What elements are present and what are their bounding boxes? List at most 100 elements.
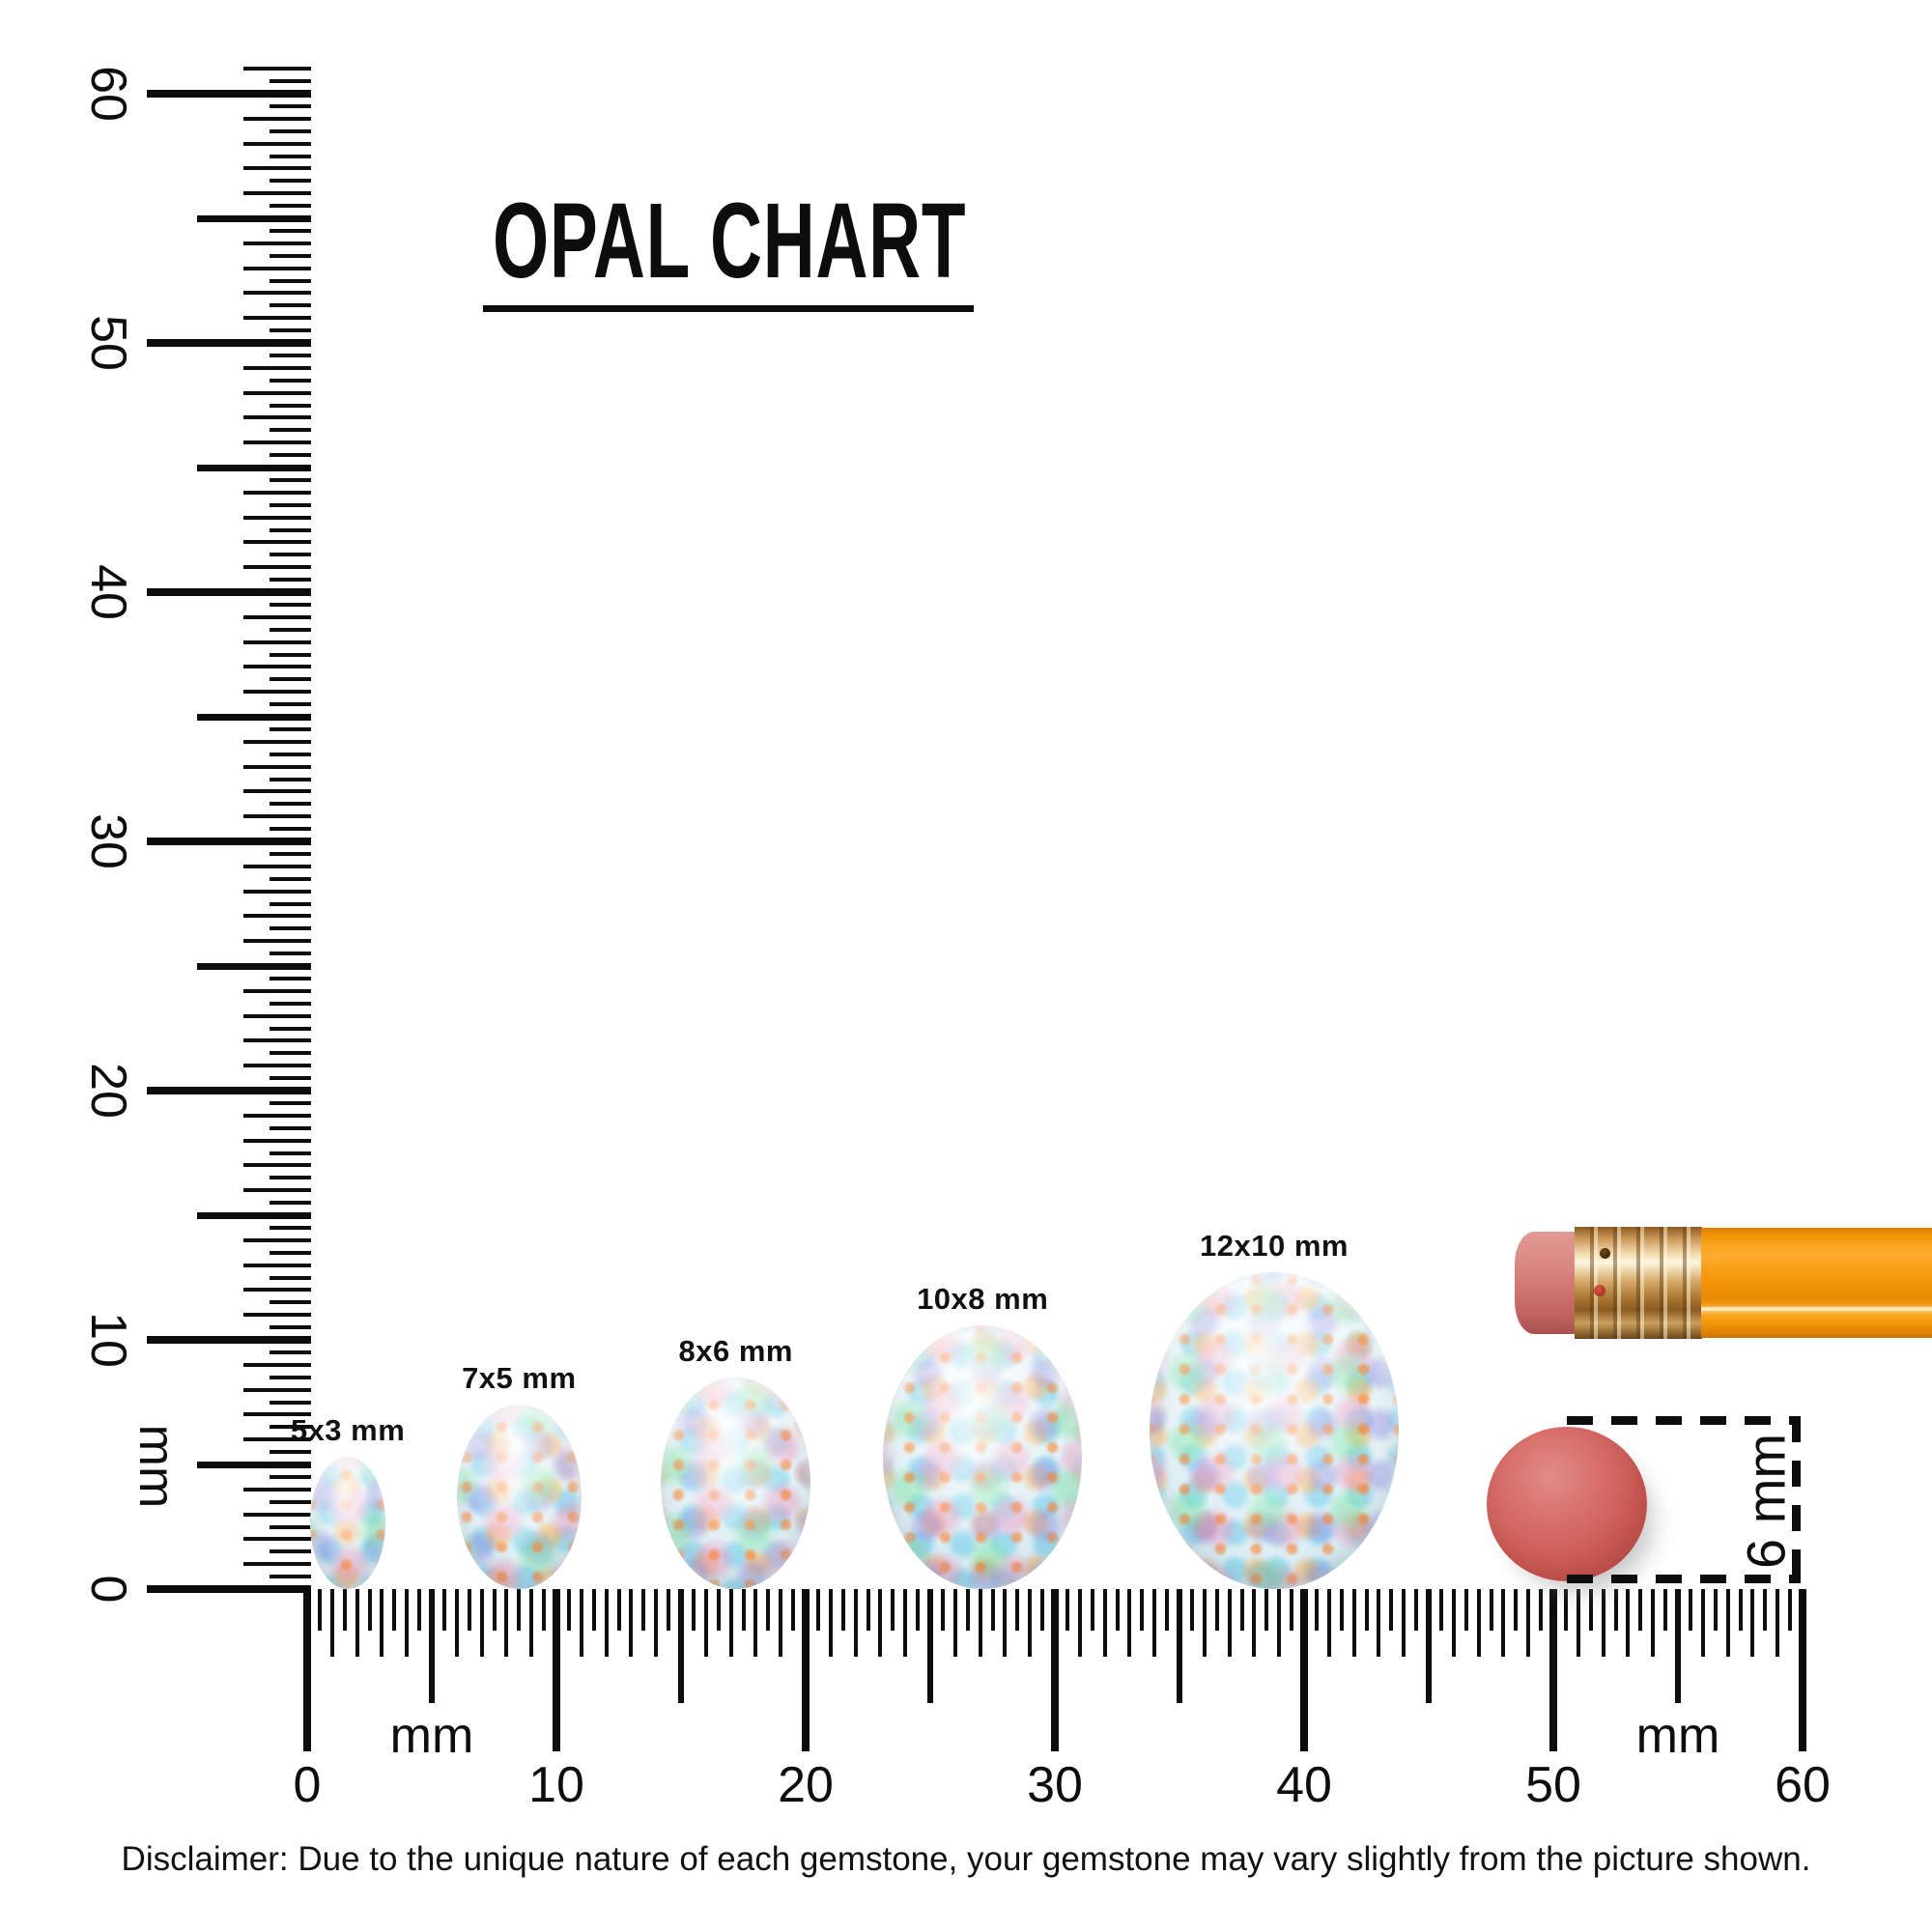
ruler-tick xyxy=(1239,1589,1244,1631)
ruler-tick xyxy=(1563,1589,1568,1631)
ruler-tick xyxy=(270,1225,311,1230)
ruler-tick xyxy=(1189,1589,1194,1631)
ruler-tick xyxy=(802,1589,810,1751)
ruler-tick xyxy=(1725,1589,1730,1657)
opal-10x8mm xyxy=(882,1324,1083,1589)
ruler-tick xyxy=(1165,1589,1170,1631)
ruler-tick xyxy=(270,752,311,756)
measure-box-bottom-dash xyxy=(1567,1575,1801,1583)
ruler-tick xyxy=(1090,1589,1094,1631)
ruler-tick xyxy=(270,1425,311,1430)
pencil-body xyxy=(1701,1228,1932,1338)
ruler-tick xyxy=(270,1474,311,1479)
ruler-tick xyxy=(270,1100,311,1105)
ruler-tick xyxy=(1526,1589,1531,1657)
opal-12x10mm xyxy=(1150,1271,1400,1589)
ruler-tick xyxy=(441,1589,446,1631)
ruler-tick xyxy=(243,1237,311,1242)
ruler-tick xyxy=(380,1589,384,1657)
ruler-tick xyxy=(1290,1589,1294,1631)
ruler-tick xyxy=(990,1589,995,1631)
ruler-tick xyxy=(1626,1589,1631,1657)
ruler-tick xyxy=(270,1125,311,1130)
ruler-tick xyxy=(270,128,311,133)
ruler-tick xyxy=(1776,1589,1780,1657)
ruler-tick xyxy=(270,1575,311,1579)
ruler-tick xyxy=(270,1026,311,1031)
ruler-tick xyxy=(270,154,311,158)
measure-box-right-dash xyxy=(1792,1416,1801,1583)
ruler-tick xyxy=(903,1589,908,1657)
ruler-tick xyxy=(270,1350,311,1354)
ruler-tick xyxy=(616,1589,621,1631)
ruler-tick xyxy=(243,1138,311,1143)
ruler-tick xyxy=(243,540,311,545)
ruler-tick xyxy=(1549,1589,1557,1751)
ruler-tick xyxy=(270,1499,311,1504)
ruler-tick xyxy=(270,777,311,781)
ruler-tick xyxy=(940,1589,945,1631)
ruler-tick xyxy=(1788,1589,1793,1631)
ruler-tick xyxy=(243,316,311,321)
ruler-tick xyxy=(270,1076,311,1081)
ruler-tick xyxy=(270,253,311,258)
ruler-tick xyxy=(1389,1589,1394,1631)
ruler-tick xyxy=(629,1589,634,1657)
ruler-tick xyxy=(367,1589,372,1631)
ruler-tick xyxy=(243,116,311,121)
ruler-tick xyxy=(147,838,311,845)
ruler-tick xyxy=(467,1589,471,1631)
ruler-tick xyxy=(270,378,311,383)
ruler-tick xyxy=(916,1589,921,1631)
ruler-tick xyxy=(504,1589,509,1657)
ruler-tick xyxy=(270,1549,311,1554)
ruler-tick xyxy=(243,690,311,695)
opal-size-label: 12x10 mm xyxy=(1200,1228,1350,1263)
ruler-number: 60 xyxy=(1775,1757,1831,1813)
ruler-tick xyxy=(1438,1589,1443,1631)
ruler-tick xyxy=(1065,1589,1069,1631)
pencil xyxy=(1515,1227,1932,1339)
ruler-number: 30 xyxy=(1027,1757,1083,1813)
horizontal-ruler-unit-label-right: mm xyxy=(1635,1708,1720,1764)
ruler-tick xyxy=(604,1589,609,1657)
ruler-tick xyxy=(270,1275,311,1280)
ruler-tick xyxy=(270,901,311,906)
ruler-tick xyxy=(243,141,311,146)
ruler-tick xyxy=(1576,1589,1580,1657)
ruler-tick xyxy=(270,553,311,557)
eraser-dot xyxy=(1487,1427,1647,1581)
ruler-tick xyxy=(197,1461,311,1468)
ruler-tick xyxy=(828,1589,833,1657)
ruler-tick xyxy=(243,1437,311,1442)
ruler-tick xyxy=(147,1087,311,1094)
ruler-tick xyxy=(243,1288,311,1293)
ruler-tick xyxy=(243,939,311,944)
ruler-tick xyxy=(529,1589,534,1657)
ruler-tick xyxy=(243,914,311,919)
ruler-tick xyxy=(1140,1589,1145,1631)
ruler-tick xyxy=(517,1589,522,1631)
ruler-tick xyxy=(840,1589,845,1631)
ruler-tick xyxy=(270,726,311,731)
ruler-tick xyxy=(270,851,311,856)
ruler-tick xyxy=(243,789,311,794)
ruler-tick xyxy=(270,278,311,283)
vertical-ruler-unit-label: mm xyxy=(128,1424,185,1509)
ruler-tick xyxy=(691,1589,696,1631)
ruler-tick xyxy=(270,228,311,233)
ruler-tick xyxy=(243,515,311,520)
ruler-tick xyxy=(1588,1589,1593,1631)
ruler-tick xyxy=(197,962,311,970)
ruler-tick xyxy=(197,464,311,471)
ruler-tick xyxy=(243,365,311,370)
ruler-tick xyxy=(243,639,311,644)
ruler-number: 10 xyxy=(528,1757,584,1813)
ruler-tick xyxy=(270,702,311,707)
ruler-tick xyxy=(728,1589,733,1657)
ruler-tick xyxy=(197,214,311,222)
ruler-tick xyxy=(270,328,311,333)
ruler-number: 20 xyxy=(80,1063,136,1119)
ruler-tick xyxy=(566,1589,571,1631)
ruler-tick xyxy=(270,403,311,408)
